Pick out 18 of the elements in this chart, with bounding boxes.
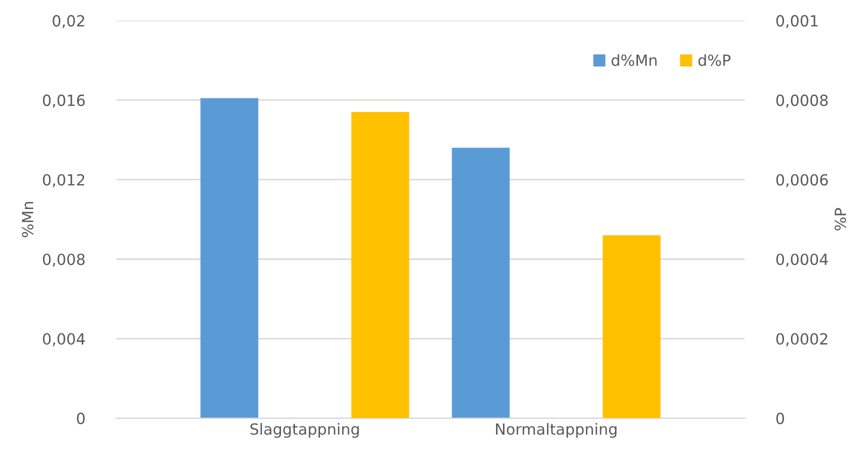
legend-label: d%P bbox=[698, 54, 730, 66]
y2-tick-label: 0,001 bbox=[776, 15, 818, 28]
y2-tick-label: 0,0004 bbox=[776, 254, 828, 267]
y-tick-label: 0,008 bbox=[42, 254, 85, 267]
y2-tick-label: 0,0002 bbox=[776, 333, 828, 346]
y2-tick-label: 0 bbox=[776, 412, 784, 424]
y-tick-label: 0,012 bbox=[42, 174, 84, 188]
y2-axis-title: %P bbox=[834, 208, 846, 230]
legend-label: d%Mn bbox=[612, 54, 657, 66]
y-tick-label: 0 bbox=[76, 412, 85, 424]
y-tick-label: 0,016 bbox=[42, 94, 85, 108]
x-tick-label: Normaltappning bbox=[496, 423, 616, 438]
y-axis-title: %Mn bbox=[22, 202, 34, 238]
x-tick-label: Slaggtappning bbox=[250, 423, 359, 438]
y-tick-label: 0,004 bbox=[42, 333, 85, 346]
y-tick-label: 0,02 bbox=[52, 15, 84, 28]
y2-tick-label: 0,0008 bbox=[776, 94, 828, 108]
y2-tick-label: 0,0006 bbox=[776, 174, 828, 188]
